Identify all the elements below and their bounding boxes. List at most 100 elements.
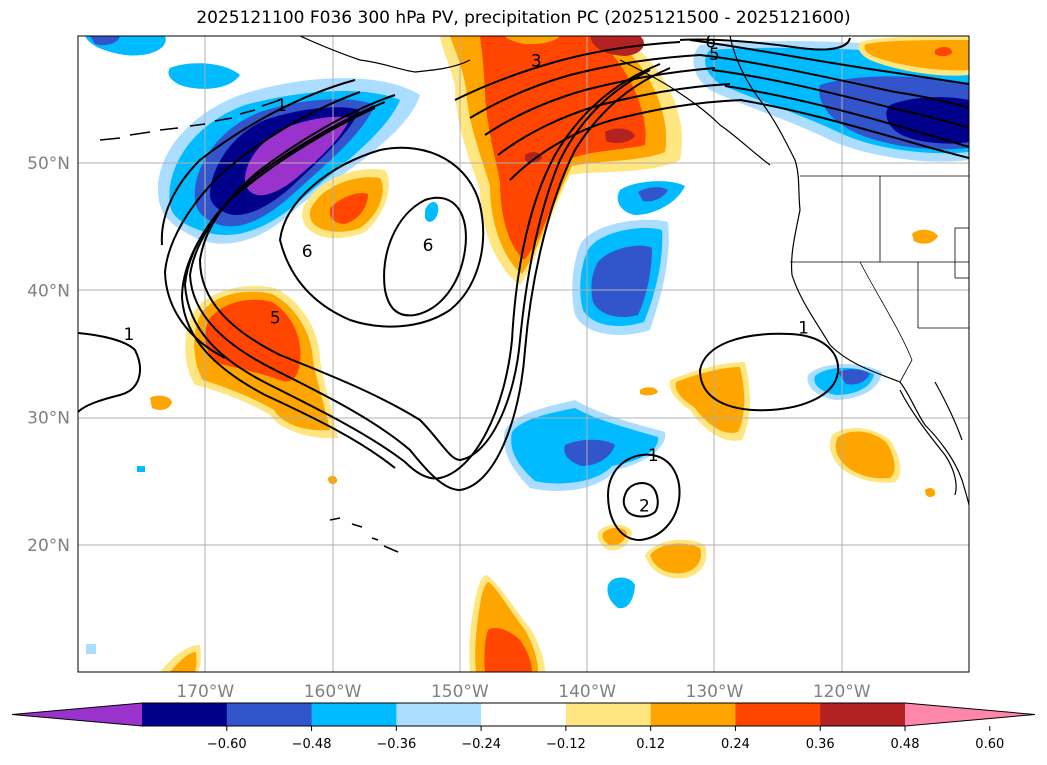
lon-label: 150°W: [431, 682, 489, 702]
pv-contour-label: 6: [423, 236, 434, 256]
positive-anomaly-south-3: [484, 628, 532, 672]
lon-label: 170°W: [176, 682, 234, 702]
pv-contour-label: 1: [648, 446, 659, 466]
pv-contour-label: 5: [709, 45, 720, 65]
pv-contour-east-1: [698, 332, 840, 412]
colorbar-segment: [735, 703, 821, 726]
positive-anomaly-dot-east: [640, 387, 658, 396]
pv-contour-label: 1: [798, 319, 809, 339]
lon-label: 130°W: [686, 682, 744, 702]
positive-anomaly-se-dot: [925, 487, 936, 498]
negative-anomaly-baja-3: [838, 369, 870, 385]
negative-anomaly-hawaii-dot: [137, 466, 145, 472]
negative-anomaly-south-small: [607, 577, 635, 609]
lat-label: 40°N: [27, 281, 70, 301]
colorbar-outline: [11, 702, 1036, 727]
pv-contour-mid-3: [484, 67, 716, 136]
lat-label: 30°N: [27, 409, 70, 429]
pv-contour-inner-6: [383, 197, 467, 317]
colorbar-tick-label: 0.36: [806, 737, 835, 752]
negative-anomaly-aleutian-5: [245, 116, 350, 196]
negative-anomaly-nw-corner-2: [90, 36, 120, 46]
pv-contour-ne-3: [711, 69, 969, 129]
hawaii-islands: [329, 517, 399, 553]
baja-coast: [899, 389, 957, 496]
lat-label: 20°N: [27, 536, 70, 556]
colorbar-tick-label: −0.12: [546, 737, 586, 752]
colorbar-segment: [142, 703, 228, 726]
negative-anomaly-small-dot: [425, 201, 439, 222]
pv-contour-top-right: [679, 37, 851, 51]
pv-contour-ne-2: [699, 54, 969, 109]
positive-anomaly-ne-corner-3: [935, 46, 952, 57]
lon-label: 140°W: [558, 682, 616, 702]
colorbar-tick-label: −0.60: [207, 737, 247, 752]
positive-anomaly-sw-bottom-2: [170, 652, 197, 672]
lat-label: 50°N: [27, 154, 70, 174]
positive-anomaly-ne-small: [912, 229, 938, 244]
pv-contour-ne-5: [739, 99, 969, 159]
map-frame: [77, 35, 970, 673]
colorbar-tick-label: −0.36: [376, 737, 416, 752]
map-title: 2025121100 F036 300 hPa PV, precipitatio…: [196, 8, 851, 28]
pv-contour-ne-4: [724, 85, 969, 148]
colorbar-segment: [820, 703, 906, 726]
negative-anomaly-northeast-4: [886, 97, 969, 144]
pv-contour-label: 1: [124, 325, 135, 345]
pv-contour-inner-ring: [278, 146, 485, 328]
colorbar-extend-low: [12, 703, 142, 726]
colorbar-tick-label: 0.48: [891, 737, 920, 752]
pv-contour-label: 2: [639, 497, 650, 517]
positive-anomaly-south-east-2: [650, 543, 702, 574]
colorbar-extend-high: [905, 703, 1035, 726]
colorbar-segment: [396, 703, 482, 726]
colorbar-segment: [481, 703, 567, 726]
pv-contour-label: 6: [705, 32, 716, 52]
pv-contours: [78, 37, 969, 542]
positive-anomaly-north-strip: [505, 36, 560, 45]
negative-anomaly-sw-dot: [86, 644, 96, 654]
lon-label: 120°W: [813, 682, 871, 702]
pv-contour-south-2: [622, 482, 659, 518]
pv-contour-label: 5: [270, 308, 281, 328]
colorbar: −0.60 −0.48 −0.36 −0.24 −0.12 0.12 0.24 0.36 0.4…: [11, 702, 1036, 752]
colorbar-segment: [226, 703, 313, 726]
pv-contour-trough-4: [180, 111, 396, 469]
positive-anomaly-mid-north-3: [329, 192, 368, 224]
lon-label: 160°W: [304, 682, 362, 702]
lat-axis-labels: 50°N 40°N 30°N 20°N: [27, 154, 70, 556]
gulf-california: [934, 381, 963, 441]
colorbar-tick-label: −0.48: [292, 737, 332, 752]
colorbar-segment: [650, 703, 736, 726]
pv-contour-label: 6: [302, 242, 313, 262]
positive-anomaly-sw-dot: [150, 395, 172, 410]
pv-contour-trough-5: [163, 91, 361, 359]
negative-anomaly-small-north-2: [638, 187, 668, 202]
positive-anomaly-north-central-6: [525, 152, 542, 163]
colorbar-tick-label: 0.24: [721, 737, 750, 752]
colorbar-tick-label: 0.60: [975, 737, 1004, 752]
colorbar-segment: [311, 703, 397, 726]
pv-contour-mid-1: [454, 41, 681, 101]
positive-anomaly-north-central-5: [605, 128, 635, 144]
negative-anomaly-south-central-3: [564, 439, 615, 466]
positive-anomaly-east-mid-2: [675, 367, 745, 433]
negative-anomaly-east-central-3: [591, 245, 652, 318]
positive-anomaly-southeast-2: [835, 431, 895, 479]
aleutian-islands: [99, 99, 281, 141]
west-coast-north-america: [729, 36, 969, 506]
pv-contour-mid-5: [509, 99, 743, 181]
pv-contour-label: 3: [531, 51, 542, 71]
pv-contour-west-1: [78, 332, 141, 413]
alaska-coast: [299, 36, 471, 73]
gridlines: [78, 36, 969, 672]
colorbar-tick-label: −0.24: [461, 737, 501, 752]
colorbar-segment: [565, 703, 652, 726]
pv-contour-label: 1: [276, 96, 287, 116]
lon-axis-labels: 170°W 160°W 150°W 140°W 130°W 120°W: [176, 682, 870, 702]
pv-contour-trough-6: [160, 79, 356, 246]
pv-contour-ne-1: [689, 39, 969, 85]
